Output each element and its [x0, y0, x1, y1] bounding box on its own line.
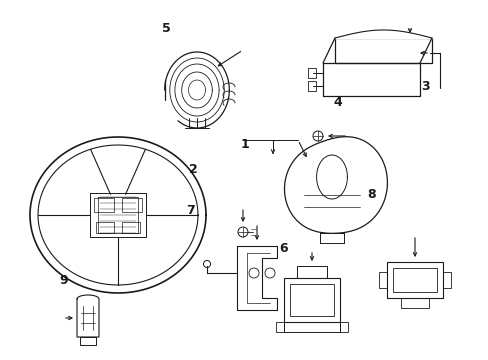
Text: 1: 1	[240, 138, 248, 150]
Text: 9: 9	[59, 274, 68, 287]
Bar	[442, 272, 450, 288]
Bar	[96, 222, 114, 233]
Text: 5: 5	[162, 22, 170, 35]
Bar	[122, 198, 142, 212]
Text: 3: 3	[420, 80, 429, 93]
Bar	[339, 322, 347, 332]
Bar	[80, 337, 96, 345]
Bar	[289, 284, 333, 316]
Bar	[94, 198, 114, 212]
Bar	[307, 68, 315, 78]
Bar	[378, 272, 386, 288]
Text: 4: 4	[332, 96, 341, 109]
Text: 2: 2	[188, 163, 197, 176]
Bar	[386, 262, 442, 298]
Bar	[284, 322, 339, 332]
Text: 7: 7	[186, 204, 195, 217]
Text: 6: 6	[279, 242, 287, 255]
Text: 8: 8	[366, 188, 375, 201]
Bar	[284, 278, 339, 322]
Bar	[392, 268, 436, 292]
Bar	[122, 222, 140, 233]
Bar	[296, 266, 326, 278]
Bar	[400, 298, 428, 308]
Bar	[275, 322, 284, 332]
Bar	[307, 81, 315, 91]
